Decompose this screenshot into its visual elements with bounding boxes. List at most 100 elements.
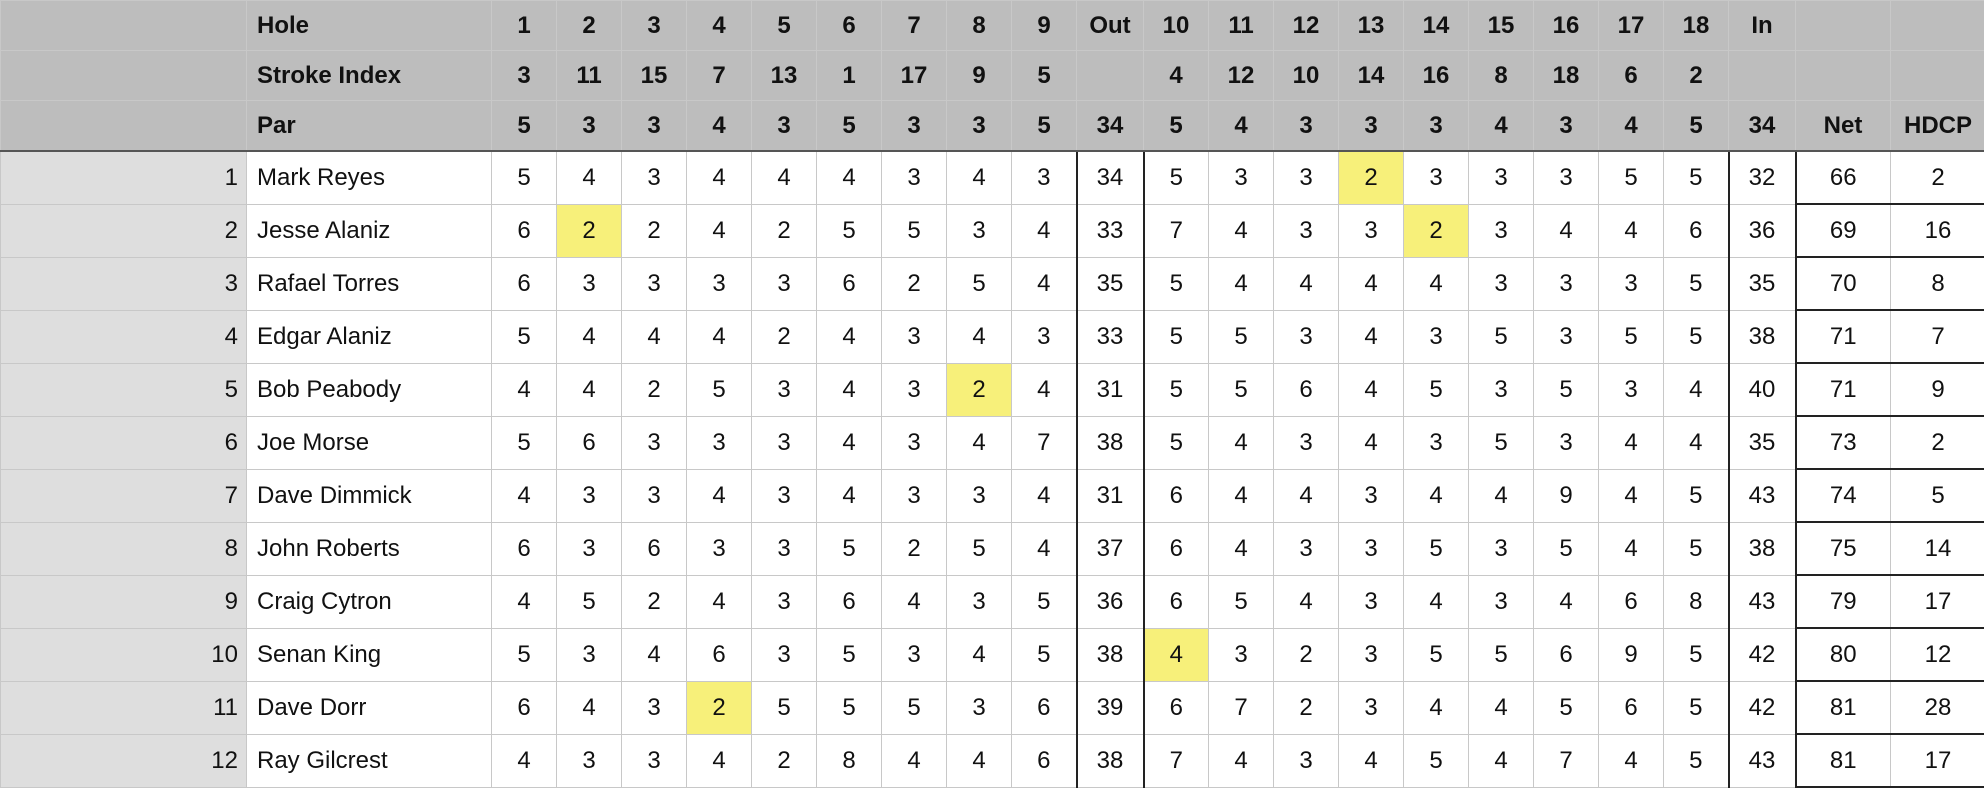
score-cell[interactable]: 2 (1274, 681, 1339, 734)
header-cell[interactable]: 4 (687, 1, 752, 51)
score-cell[interactable]: 4 (1599, 469, 1664, 522)
header-cell[interactable]: 4 (687, 101, 752, 152)
score-cell[interactable]: 5 (557, 575, 622, 628)
header-cell[interactable]: 13 (752, 51, 817, 101)
score-cell[interactable]: 8 (1664, 575, 1729, 628)
player-rank[interactable]: 10 (1, 628, 247, 681)
out-total-cell[interactable]: 33 (1077, 310, 1144, 363)
score-cell[interactable]: 3 (1469, 204, 1534, 257)
in-total-cell[interactable]: 35 (1729, 416, 1796, 469)
score-cell[interactable]: 3 (1404, 151, 1469, 204)
score-cell[interactable]: 3 (622, 151, 687, 204)
score-cell[interactable]: 4 (1339, 416, 1404, 469)
header-cell[interactable]: 3 (947, 101, 1012, 152)
score-cell[interactable]: 3 (622, 257, 687, 310)
score-cell[interactable]: 2 (622, 363, 687, 416)
score-cell[interactable]: 9 (1534, 469, 1599, 522)
score-cell[interactable]: 4 (1469, 734, 1534, 787)
net-cell[interactable]: 71 (1796, 363, 1891, 416)
header-cell[interactable]: 4 (1144, 51, 1209, 101)
score-cell[interactable]: 4 (1274, 469, 1339, 522)
score-cell[interactable]: 6 (1534, 628, 1599, 681)
in-total-cell[interactable]: 32 (1729, 151, 1796, 204)
score-cell[interactable]: 5 (687, 363, 752, 416)
score-cell[interactable]: 3 (1274, 204, 1339, 257)
header-cell[interactable] (1077, 51, 1144, 101)
score-cell[interactable]: 2 (1404, 204, 1469, 257)
score-cell[interactable]: 4 (557, 310, 622, 363)
score-cell[interactable]: 4 (557, 681, 622, 734)
score-cell[interactable]: 4 (687, 204, 752, 257)
score-cell[interactable]: 4 (622, 628, 687, 681)
header-cell[interactable]: 7 (882, 1, 947, 51)
score-cell[interactable]: 4 (1599, 734, 1664, 787)
score-cell[interactable]: 6 (1664, 204, 1729, 257)
score-cell[interactable]: 4 (1469, 681, 1534, 734)
header-cell[interactable]: 11 (557, 51, 622, 101)
header-cell[interactable]: 1 (492, 1, 557, 51)
score-cell[interactable]: 3 (882, 363, 947, 416)
hdcp-cell[interactable]: 17 (1891, 734, 1984, 787)
score-cell[interactable]: 4 (817, 416, 882, 469)
score-cell[interactable]: 3 (622, 681, 687, 734)
player-rank[interactable]: 11 (1, 681, 247, 734)
score-cell[interactable]: 6 (1274, 363, 1339, 416)
score-cell[interactable]: 2 (557, 204, 622, 257)
header-cell[interactable]: 5 (817, 101, 882, 152)
player-name[interactable]: Craig Cytron (247, 575, 492, 628)
score-cell[interactable]: 5 (1664, 681, 1729, 734)
score-cell[interactable]: 5 (817, 522, 882, 575)
score-cell[interactable]: 3 (1339, 628, 1404, 681)
score-cell[interactable]: 4 (1144, 628, 1209, 681)
header-cell[interactable] (1796, 51, 1891, 101)
header-cell[interactable]: 10 (1144, 1, 1209, 51)
score-cell[interactable]: 3 (1469, 522, 1534, 575)
header-cell[interactable] (1796, 1, 1891, 51)
score-cell[interactable]: 5 (1144, 257, 1209, 310)
score-cell[interactable]: 5 (1664, 628, 1729, 681)
score-cell[interactable]: 3 (1534, 416, 1599, 469)
score-cell[interactable]: 3 (1274, 310, 1339, 363)
score-cell[interactable]: 6 (492, 522, 557, 575)
score-cell[interactable]: 5 (1012, 628, 1077, 681)
header-cell[interactable]: 12 (1209, 51, 1274, 101)
score-cell[interactable]: 5 (1664, 469, 1729, 522)
net-cell[interactable]: 71 (1796, 310, 1891, 363)
header-cell[interactable]: 16 (1534, 1, 1599, 51)
score-cell[interactable]: 5 (1144, 416, 1209, 469)
in-total-cell[interactable]: 38 (1729, 310, 1796, 363)
score-cell[interactable]: 4 (1404, 469, 1469, 522)
score-cell[interactable]: 3 (1274, 416, 1339, 469)
score-cell[interactable]: 2 (752, 310, 817, 363)
score-cell[interactable]: 5 (1144, 151, 1209, 204)
hdcp-cell[interactable]: 7 (1891, 310, 1984, 363)
net-cell[interactable]: 79 (1796, 575, 1891, 628)
player-name[interactable]: Joe Morse (247, 416, 492, 469)
corner-cell[interactable] (1, 51, 247, 101)
score-cell[interactable]: 4 (492, 734, 557, 787)
header-cell[interactable]: 3 (622, 1, 687, 51)
score-cell[interactable]: 5 (1664, 310, 1729, 363)
header-cell[interactable]: 18 (1664, 1, 1729, 51)
score-cell[interactable]: 4 (1664, 363, 1729, 416)
score-cell[interactable]: 3 (1339, 522, 1404, 575)
score-cell[interactable]: 5 (1664, 522, 1729, 575)
header-cell[interactable]: 12 (1274, 1, 1339, 51)
hdcp-cell[interactable]: 5 (1891, 469, 1984, 522)
in-total-cell[interactable]: 35 (1729, 257, 1796, 310)
in-total-cell[interactable]: 42 (1729, 628, 1796, 681)
score-cell[interactable]: 3 (557, 522, 622, 575)
score-cell[interactable]: 3 (947, 575, 1012, 628)
score-cell[interactable]: 3 (1339, 575, 1404, 628)
player-rank[interactable]: 3 (1, 257, 247, 310)
score-cell[interactable]: 3 (752, 416, 817, 469)
header-cell[interactable]: 5 (492, 101, 557, 152)
score-cell[interactable]: 5 (817, 681, 882, 734)
header-cell[interactable]: 11 (1209, 1, 1274, 51)
score-cell[interactable]: 3 (752, 575, 817, 628)
header-cell[interactable]: 6 (1599, 51, 1664, 101)
header-cell[interactable]: 5 (1144, 101, 1209, 152)
out-total-cell[interactable]: 37 (1077, 522, 1144, 575)
score-cell[interactable]: 4 (1599, 416, 1664, 469)
header-cell[interactable]: 3 (557, 101, 622, 152)
